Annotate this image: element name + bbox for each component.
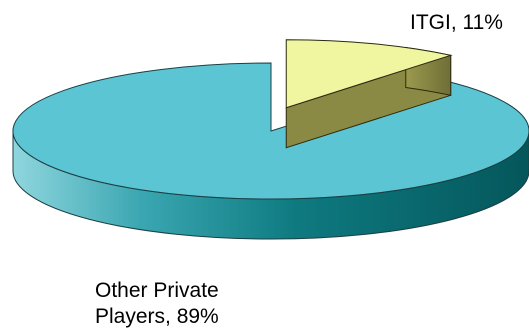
slice-label-other-private-players: Other Private Players, 89% xyxy=(95,278,219,330)
slice-label-itgi: ITGI, 11% xyxy=(410,10,503,36)
slice-other-private-players xyxy=(12,62,529,200)
slice-itgi xyxy=(285,39,453,109)
slice-label-itgi-line: ITGI, 11% xyxy=(410,11,503,34)
slice-label-others-line-2: Players, 89% xyxy=(95,305,219,328)
slice-label-others-line-1: Other Private xyxy=(95,279,219,302)
